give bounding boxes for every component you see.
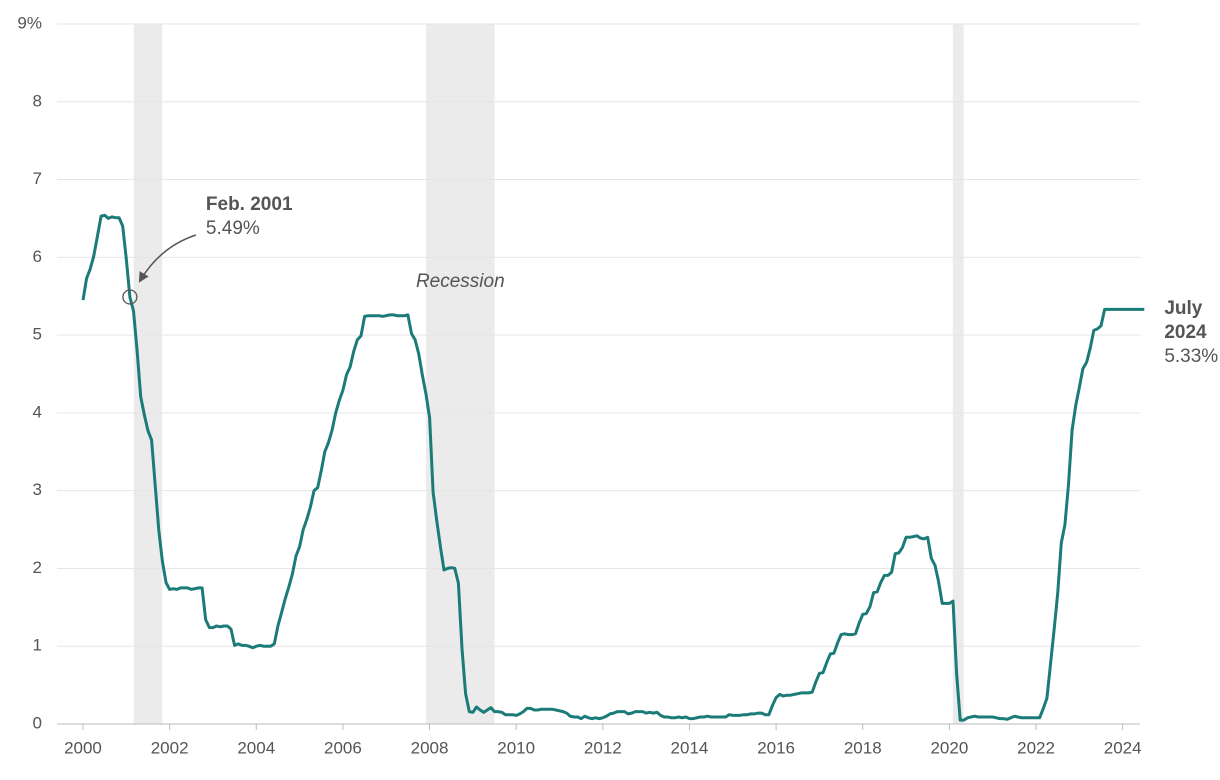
x-tick-label: 2018 (844, 738, 882, 757)
y-tick-label: 1 (33, 636, 42, 655)
x-tick-label: 2024 (1104, 738, 1142, 757)
y-tick-label: 9% (17, 13, 42, 32)
end-label-value: 5.33% (1164, 346, 1219, 368)
x-tick-label: 2022 (1017, 738, 1055, 757)
annotation-arrow (138, 234, 197, 283)
x-tick-label: 2012 (584, 738, 622, 757)
annotation-value: 5.49% (205, 218, 260, 239)
x-tick-label: 2014 (671, 738, 709, 757)
annotation-marker (122, 289, 138, 305)
y-tick-label: 8 (33, 91, 42, 110)
x-tick-label: 2000 (64, 738, 102, 757)
y-tick-label: 6 (33, 247, 42, 266)
recession-band (952, 24, 964, 724)
x-tick-label: 2004 (237, 738, 275, 757)
x-tick-label: 2008 (411, 738, 449, 757)
x-tick-label: 2020 (930, 738, 968, 757)
y-tick-label: 2 (33, 558, 42, 577)
y-tick-label: 0 (33, 713, 42, 732)
x-tick-label: 2002 (151, 738, 189, 757)
x-tick-label: 2010 (497, 738, 535, 757)
end-label: July 2024 5.33% (1164, 297, 1220, 369)
annotation: Feb. 2001 5.49% (206, 193, 293, 241)
x-tick-label: 2006 (324, 738, 362, 757)
y-tick-label: 7 (33, 169, 42, 188)
x-tick-label: 2016 (757, 738, 795, 757)
rate-line (81, 213, 1145, 722)
y-tick-label: 3 (33, 480, 42, 499)
recession-label: Recession (416, 271, 505, 292)
end-label-title: July 2024 (1164, 298, 1207, 344)
y-tick-label: 5 (33, 325, 42, 344)
y-tick-label: 4 (33, 402, 42, 421)
annotation-title: Feb. 2001 (205, 194, 293, 215)
